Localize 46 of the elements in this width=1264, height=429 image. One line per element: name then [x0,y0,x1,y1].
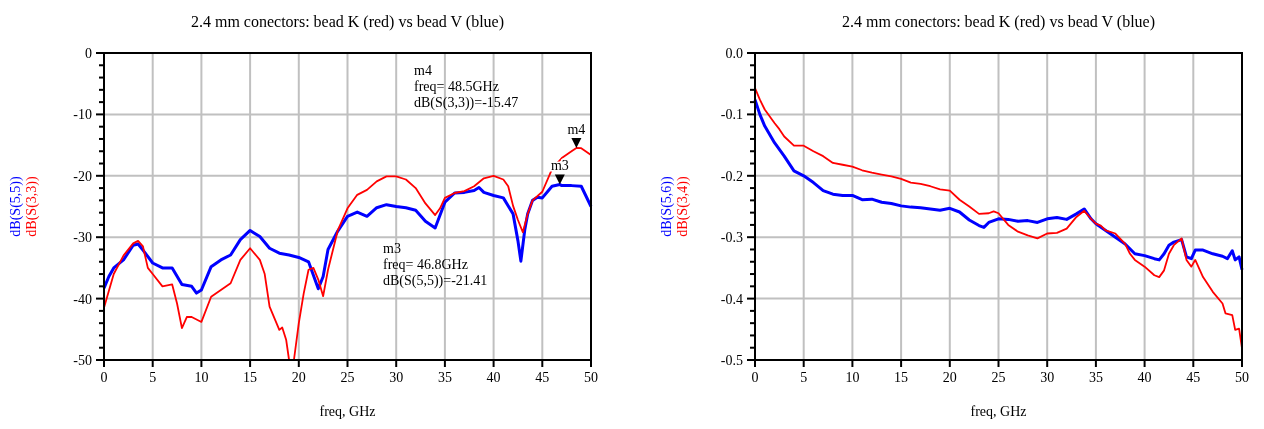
y-tick-label: -0.1 [720,107,743,123]
y-tick-label: -0.2 [720,168,743,184]
x-tick-label: 40 [486,370,501,385]
y-tick-label: 0 [85,46,92,61]
x-tick-label: 15 [243,370,258,385]
x-tick-label: 0 [100,370,108,385]
x-tick-label: 25 [340,370,355,385]
annotation: m3 freq= 46.8GHz dB(S(5,5))=-21.41 [383,241,488,289]
x-tick-label: 45 [535,370,550,385]
x-tick-label: 10 [194,370,209,385]
text: dB(S(5,5)) [8,176,24,237]
x-tick-label: 40 [1137,370,1152,385]
annotation: m4 freq= 48.5GHz dB(S(3,3))=-15.47 [414,63,519,111]
x-tick-label: 50 [584,370,598,385]
text: dB(S(5,6)) [659,176,675,237]
y-tick-label: -0.3 [720,230,743,246]
y-tick-label: -40 [73,291,92,307]
y-tick-label: 0.0 [725,46,743,61]
chart-title: 2.4 mm conectors: bead K (red) vs bead V (blue) [841,13,1156,31]
x-tick-label: 35 [1088,370,1103,385]
x-tick-label: 30 [1040,370,1055,385]
y-tick-label: -10 [73,107,92,123]
y-tick-label: -0.5 [720,353,743,368]
y-tick-label: -0.4 [720,291,743,307]
x-tick-label: 50 [1235,370,1249,385]
x-tick-label: 0 [751,370,759,385]
x-tick-label: 20 [942,370,957,385]
text: dB(S(3,3)) [24,176,40,237]
x-tick-label: 10 [845,370,860,385]
x-tick-label: 5 [149,370,157,385]
x-tick-label: 30 [389,370,404,385]
annotation: m4 [567,121,586,137]
y-tick-label: -30 [73,230,92,246]
x-tick-label: 45 [1186,370,1201,385]
x-tick-label: 25 [991,370,1006,385]
y-tick-label: -20 [73,168,92,184]
x-axis-title: freq, GHz [970,404,1027,419]
x-tick-label: 20 [291,370,306,385]
x-tick-label: 15 [894,370,909,385]
text: dB(S(3,4)) [675,176,691,237]
y-tick-label: -50 [73,353,92,368]
x-tick-label: 5 [800,370,808,385]
x-tick-label: 35 [437,370,452,385]
chart-title: 2.4 mm conectors: bead K (red) vs bead V (blue) [190,13,505,31]
line-series [753,98,1244,272]
x-axis-title: freq, GHz [319,404,376,419]
